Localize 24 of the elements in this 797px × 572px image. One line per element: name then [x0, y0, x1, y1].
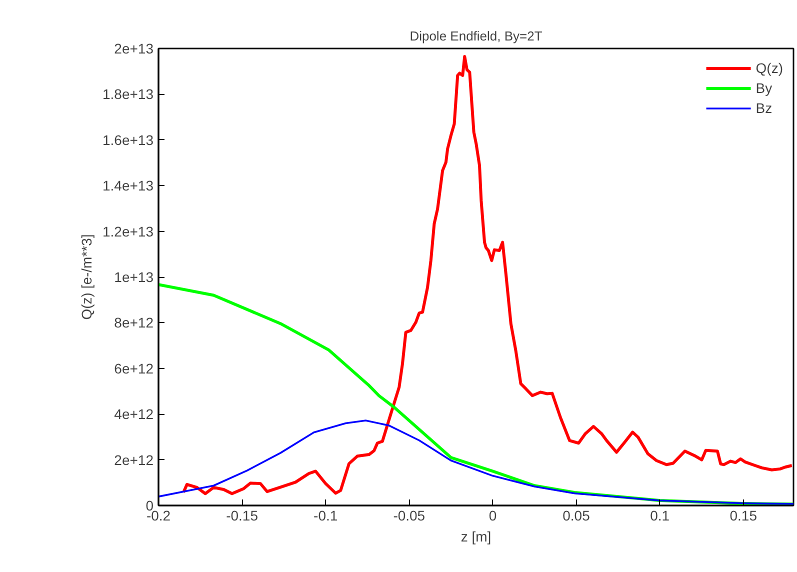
y-tick-label: 1e+13	[114, 269, 154, 285]
y-tick-label: 1.4e+13	[102, 178, 154, 194]
x-tick-label: 0.15	[730, 508, 758, 524]
x-tick-label: -0.15	[226, 508, 258, 524]
y-tick-label: 8e+12	[114, 314, 154, 331]
chart-title: Dipole Endfield, By=2T	[410, 28, 542, 44]
x-axis-title: z [m]	[460, 528, 492, 544]
y-tick-label: 1.2e+13	[102, 223, 154, 240]
y-tick-label: 4e+12	[114, 406, 154, 422]
y-axis-title: Q(z) [e-/m**3]	[78, 234, 95, 320]
y-tick-label: 2e+12	[114, 452, 154, 468]
x-tick-label: 0	[488, 508, 497, 524]
y-tick-label: 1.6e+13	[102, 132, 154, 148]
legend-label: Bz	[756, 100, 774, 116]
x-tick-label: -0.1	[314, 508, 338, 524]
x-tick-label: 0.1	[650, 508, 670, 524]
x-tick-label: -0.05	[393, 508, 426, 524]
y-tick-label: 2e+13	[114, 40, 154, 56]
y-tick-label: 1.8e+13	[102, 86, 154, 102]
y-tick-label: 6e+12	[114, 360, 154, 376]
legend-label: By	[756, 80, 774, 96]
x-tick-label: 0.05	[562, 508, 590, 524]
legend-label: Q(z)	[756, 60, 783, 76]
line-series	[182, 55, 794, 496]
